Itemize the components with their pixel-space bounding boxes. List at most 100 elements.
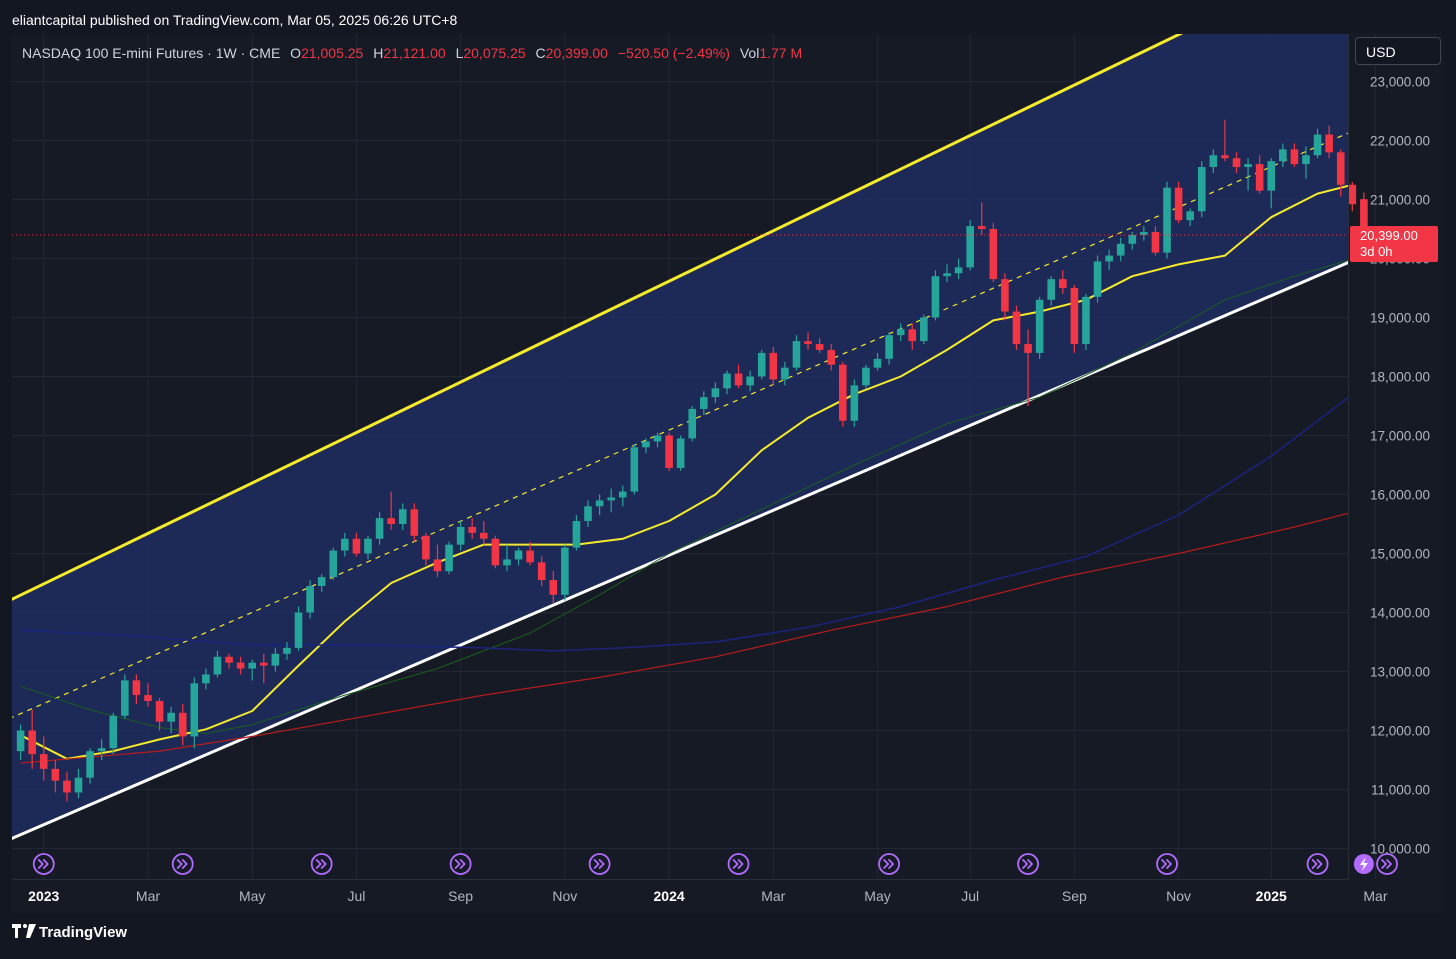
dividend-icon[interactable]: [588, 853, 611, 875]
candle: [1302, 146, 1310, 179]
dividend-icon[interactable]: [1306, 853, 1329, 875]
candle-body: [1082, 296, 1090, 345]
candle: [526, 541, 534, 566]
dividend-icon[interactable]: [32, 853, 55, 875]
candle: [1047, 276, 1056, 306]
time-tick-label: 2025: [1256, 888, 1287, 904]
candle: [132, 674, 141, 704]
candle: [642, 438, 650, 454]
candle: [74, 768, 83, 799]
dividend-icon[interactable]: [1156, 853, 1178, 875]
candle-body: [792, 341, 801, 368]
candle: [885, 332, 893, 365]
candle: [1232, 152, 1241, 173]
candle-body: [1313, 134, 1322, 156]
candle-body: [1116, 243, 1125, 256]
price-tick-label: 17,000.00: [1370, 429, 1430, 444]
candle: [1024, 329, 1032, 406]
candle-body: [1105, 255, 1113, 262]
candle: [908, 323, 917, 350]
price-tick-label: 16,000.00: [1370, 488, 1430, 503]
candle-body: [306, 585, 314, 613]
candle: [167, 706, 175, 734]
dividend-icon[interactable]: [449, 853, 472, 875]
candle: [665, 432, 673, 471]
candle-body: [1290, 149, 1299, 165]
price-axis[interactable]: 23,000.0022,000.0021,000.0020,000.0019,0…: [1348, 34, 1431, 880]
candle: [1186, 208, 1194, 227]
candle-body: [757, 352, 766, 377]
brand-name: TradingView: [39, 924, 128, 941]
dividend-icon[interactable]: [1017, 853, 1039, 875]
currency-selector[interactable]: USD: [1355, 37, 1441, 65]
candle: [1070, 285, 1079, 353]
candle-body: [954, 267, 963, 274]
candle-body: [920, 317, 928, 342]
candle: [1163, 181, 1171, 259]
earnings-icon[interactable]: [1353, 854, 1374, 874]
channel-lower-line: [12, 260, 1348, 840]
dividend-icon[interactable]: [171, 853, 194, 875]
dividend-icon-circle: [588, 853, 611, 875]
candle-body: [121, 680, 129, 716]
candle: [850, 379, 859, 427]
candle: [503, 544, 511, 572]
candle: [1313, 128, 1322, 159]
time-tick-label: Sep: [1062, 888, 1087, 904]
candle-body: [1001, 279, 1009, 312]
candle: [213, 650, 222, 678]
candle: [433, 544, 442, 578]
candle-body: [1035, 299, 1044, 353]
candle: [1140, 226, 1148, 241]
candle-body: [514, 550, 523, 560]
dividend-icon[interactable]: [310, 853, 333, 875]
dividend-icon[interactable]: [1376, 853, 1398, 875]
candle-body: [943, 273, 951, 277]
candle-body: [39, 754, 48, 769]
dividend-icon[interactable]: [727, 853, 750, 875]
candle-body: [86, 751, 94, 778]
candle: [827, 344, 835, 371]
time-tick-label: May: [239, 888, 265, 904]
dividend-icon-circle: [878, 853, 900, 875]
dividend-icon[interactable]: [878, 853, 900, 875]
candle: [700, 391, 708, 415]
candle: [39, 736, 48, 781]
candle-body: [1336, 152, 1345, 185]
candle-body: [1244, 164, 1252, 168]
dividend-icon-circle: [1156, 853, 1178, 875]
candle: [468, 518, 477, 539]
candle: [225, 653, 233, 669]
time-axis[interactable]: 2023 Mar May Jul Sep Nov 2024 Mar May Jul Sep Nov 20…: [12, 879, 1388, 905]
candle-body: [491, 538, 500, 566]
candle-body: [781, 367, 789, 380]
candle-body: [410, 509, 419, 536]
candle-body: [977, 226, 986, 229]
price-tick-label: 13,000.00: [1370, 665, 1430, 680]
candle: [259, 653, 268, 684]
candle: [121, 674, 129, 719]
candle-body: [676, 438, 685, 468]
candle-body: [1197, 167, 1206, 212]
candle-body: [1151, 231, 1160, 253]
time-tick-label: Mar: [1363, 888, 1387, 904]
candle: [954, 258, 963, 280]
tradingview-logo-icon: [12, 924, 36, 942]
candle: [757, 349, 766, 380]
tradingview-branding[interactable]: TradingView: [12, 924, 127, 942]
candle-body: [213, 656, 222, 675]
candle-body: [387, 518, 395, 524]
symbol-name[interactable]: NASDAQ 100 E-mini Futures · 1W · CME: [22, 45, 281, 61]
symbol-legend[interactable]: NASDAQ 100 E-mini Futures · 1W · CME O21…: [22, 45, 802, 61]
candle: [1116, 237, 1125, 262]
candle-body: [283, 647, 291, 654]
candle-body: [1093, 261, 1102, 297]
candle: [769, 347, 778, 386]
close-value: 20,399.00: [545, 45, 608, 61]
candle: [329, 547, 338, 581]
dividend-icon-chevrons: [454, 859, 466, 869]
candle-body: [700, 397, 708, 409]
candle-body: [259, 662, 268, 666]
time-tick-label: Mar: [136, 888, 160, 904]
